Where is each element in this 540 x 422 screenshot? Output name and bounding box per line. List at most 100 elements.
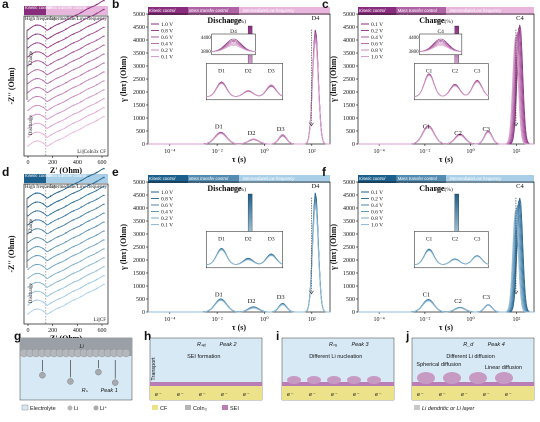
nyquist-point-d (103, 266, 105, 268)
nyquist-point-d (65, 258, 67, 261)
charge-label-a: Charge (29, 50, 34, 65)
ytick-label-b: 4000 (133, 38, 145, 44)
nyquist-point-a (57, 23, 60, 25)
nyquist-point-a (80, 74, 82, 76)
nyquist-point-d (103, 283, 105, 286)
nyquist-point-a (88, 114, 90, 117)
nyquist-point-a (103, 8, 105, 11)
banner-mass-f (396, 175, 446, 183)
nyquist-point-d (95, 180, 98, 183)
nyquist-point-a (95, 119, 98, 122)
nyquist-point-a (80, 20, 82, 22)
nyquist-point-d (103, 167, 105, 170)
xlabel-b: τ (s) (232, 155, 246, 164)
nyquist-point-a (88, 25, 90, 27)
inset-peak-label-e: D1 (218, 236, 225, 242)
nyquist-point-a (65, 46, 67, 48)
nyquist-point-d (80, 277, 82, 280)
nyquist-point-a (57, 85, 60, 88)
nyquist-point-d (57, 307, 60, 309)
nyquist-point-a (50, 107, 52, 110)
nyquist-point-d (34, 237, 37, 239)
nyquist-point-a (88, 123, 90, 126)
ytick-label-e: 3500 (133, 219, 145, 225)
ytick-label-e: 1500 (133, 271, 145, 277)
nyquist-point-d (50, 195, 52, 197)
inset-series-line-c (414, 74, 489, 97)
xtick-label-d: 200 (48, 328, 57, 334)
nyquist-point-d (57, 218, 60, 220)
banner-lf-e (239, 175, 330, 183)
ytick-label-e: 2000 (133, 258, 145, 264)
ytick-label-c: 3500 (343, 51, 355, 57)
ytick-label-f: 1500 (343, 271, 355, 277)
peak-label-c: C3 (482, 126, 490, 133)
legend-label-e: 0.4 V (161, 210, 173, 216)
electron-symbol-i: e⁻ (331, 392, 338, 398)
nyquist-point-d (34, 290, 37, 293)
legend-label-b: 1.0 V (161, 22, 173, 28)
banner-mass-text-c: Mass transfer control (398, 8, 438, 13)
nyquist-point-a (27, 118, 29, 120)
peak-label-i: Peak 3 (351, 342, 369, 348)
xtick-label-d: 400 (73, 328, 82, 334)
nyquist-point-d (42, 203, 44, 205)
nyquist-point-d (50, 266, 52, 269)
nyquist-point-d (95, 278, 98, 281)
peak-label-b: D1 (215, 123, 223, 130)
nyquist-point-d (27, 286, 29, 288)
region-hf-d: High frequency (25, 185, 57, 190)
nyquist-point-a (57, 112, 60, 115)
nyquist-point-a (88, 16, 90, 19)
peak-label-f: C2 (454, 298, 462, 305)
top-inset-peak-c: C4 (438, 29, 445, 35)
panel-label-a: a (2, 0, 9, 11)
nyquist-point-d (34, 192, 37, 194)
xtick-label-a: 600 (98, 160, 107, 166)
nyquist-point-a (42, 44, 44, 46)
ytick-label-e: 4000 (133, 206, 145, 212)
nyquist-point-a (80, 56, 82, 58)
banner-mass-e (188, 175, 239, 183)
nyquist-point-a (80, 100, 82, 103)
nyquist-point-a (95, 84, 98, 86)
nyquist-point-d (50, 213, 52, 215)
nyquist-point-d (50, 293, 52, 295)
nyquist-point-d (88, 247, 90, 249)
charge-label-d: Charge (29, 218, 34, 233)
ytick-label-e: 3000 (133, 232, 145, 238)
nyquist-point-a (34, 104, 37, 107)
nyquist-point-a (72, 15, 75, 17)
xtick-label-a: 200 (48, 160, 57, 166)
ytick-label-f: 2000 (343, 258, 355, 264)
legend-label-f: 0.6 V (371, 210, 383, 216)
inset-peak-label-f: C2 (452, 236, 459, 242)
nyquist-point-d (50, 204, 52, 206)
banner-mass-c (396, 7, 446, 15)
ytick-label-b: 5000 (133, 12, 145, 18)
nyquist-point-a (103, 71, 105, 73)
nyquist-curve-a (27, 115, 105, 147)
nyquist-point-a (42, 97, 44, 100)
nyquist-point-a (72, 42, 75, 44)
drt-series-line-c (358, 37, 534, 145)
electron-symbol-j: e⁻ (483, 392, 490, 398)
nyquist-point-a (50, 63, 52, 65)
banner-mass-a (46, 6, 108, 15)
legend-label-c: 1.0 V (371, 55, 383, 61)
nyquist-point-a (34, 122, 37, 125)
nyquist-point-d (42, 301, 44, 303)
ytick-label-f: 3000 (343, 232, 355, 238)
nyquist-point-a (103, 89, 105, 91)
nyquist-point-a (103, 44, 105, 46)
legend-coin: CoIn₃ (193, 406, 207, 412)
banner-hf-text-c: High frequency (397, 14, 426, 19)
nyquist-point-d (42, 292, 44, 294)
ytick-label-f: 500 (346, 297, 355, 303)
xtick-label-b: 10⁻⁴ (164, 149, 175, 155)
ytick-label-b: 3000 (133, 64, 145, 70)
nyquist-point-d (72, 210, 75, 212)
ytick-label-c: 4000 (343, 38, 355, 44)
nyquist-point-d (65, 285, 67, 288)
nyquist-point-a (95, 30, 98, 32)
